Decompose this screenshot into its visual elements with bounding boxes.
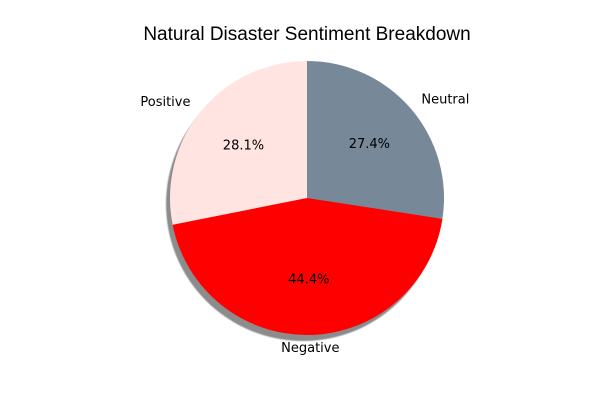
slice-percent-negative: 44.4% xyxy=(288,273,329,288)
slice-label-positive: Positive xyxy=(140,95,190,110)
slice-label-negative: Negative xyxy=(281,341,339,356)
chart-title: Natural Disaster Sentiment Breakdown xyxy=(143,24,470,45)
pie-slices xyxy=(170,61,444,335)
pie-slice-positive xyxy=(170,61,307,225)
slice-label-neutral: Neutral xyxy=(421,92,469,107)
pie-slice-neutral xyxy=(307,61,444,219)
slice-percent-positive: 28.1% xyxy=(223,138,264,153)
slice-percent-neutral: 27.4% xyxy=(349,137,390,152)
pie-slice-negative xyxy=(172,198,443,335)
pie-labels: Neutral 27.4% Negative 44.4% Positive 28.1% xyxy=(140,92,469,356)
